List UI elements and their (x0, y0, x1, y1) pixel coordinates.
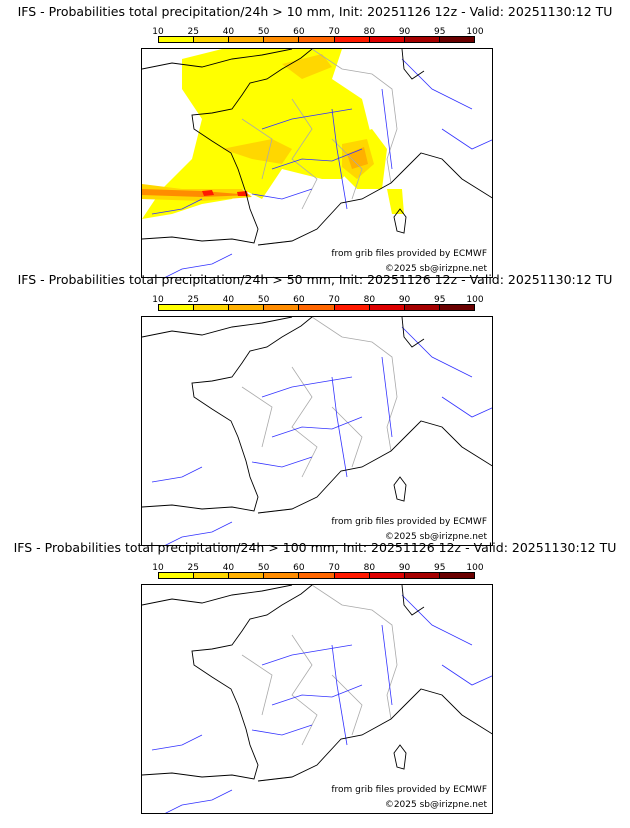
colorbar-tick-label: 40 (222, 295, 235, 305)
rivers (151, 326, 492, 545)
map-panel: IFS - Probabilities total precipitation/… (0, 0, 630, 278)
colorbar-tick-label: 70 (328, 27, 340, 37)
panel-title: IFS - Probabilities total precipitation/… (17, 272, 613, 287)
colorbar-segment (404, 37, 440, 42)
colorbar-tick-label: 10 (152, 295, 164, 305)
coastline (142, 49, 492, 246)
source-credit: from grib files provided by ECMWF (331, 249, 487, 259)
probability-map: from grib files provided by ECMWF ©2025 s… (141, 584, 493, 814)
colorbar-tick-label: 95 (434, 27, 446, 37)
precip-area (202, 190, 248, 196)
colorbar: 10 25 40 50 60 70 80 90 95 100 (152, 27, 484, 44)
colorbar-segment (194, 305, 230, 310)
colorbar-tick-label: 80 (363, 295, 376, 305)
colorbar-tick-label: 90 (398, 27, 411, 37)
precip-area (142, 189, 252, 197)
colorbar-segment (264, 305, 300, 310)
probability-map: from grib files provided by ECMWF ©2025 s… (141, 48, 493, 278)
colorbar-segment (159, 305, 195, 310)
probability-map: from grib files provided by ECMWF ©2025 s… (141, 316, 493, 546)
map-canvas (142, 585, 492, 813)
precip-area (222, 139, 292, 164)
colorbar-tick-label: 90 (398, 563, 411, 573)
colorbar-segment (159, 573, 195, 578)
colorbar-tick-label: 100 (466, 295, 484, 305)
colorbar-tick-label: 50 (257, 27, 270, 37)
colorbar-tick-label: 50 (257, 295, 270, 305)
colorbar-tick-label: 95 (434, 295, 446, 305)
copyright-credit: ©2025 sb@irizpne.net (384, 264, 487, 274)
colorbar-segment (299, 573, 335, 578)
colorbar-segment (369, 305, 405, 310)
colorbar-tick-label: 40 (222, 27, 235, 37)
precip-area (282, 54, 332, 79)
colorbar-segment (334, 37, 370, 42)
colorbar-segment (229, 37, 265, 42)
colorbar-tick-label: 50 (257, 563, 270, 573)
admin-borders (241, 585, 398, 782)
source-credit: from grib files provided by ECMWF (331, 785, 487, 795)
map-panel: IFS - Probabilities total precipitation/… (0, 536, 630, 814)
colorbar-segment (439, 305, 474, 310)
map-canvas (142, 317, 492, 545)
colorbar-segment (439, 573, 474, 578)
colorbar-segment (404, 573, 440, 578)
colorbar: 10 25 40 50 60 70 80 90 95 100 (152, 295, 484, 312)
colorbar-tick-label: 25 (187, 27, 199, 37)
colorbar-tick-label: 80 (363, 27, 376, 37)
colorbar-segment (334, 305, 370, 310)
colorbar-segment (264, 573, 300, 578)
colorbar-tick-label: 70 (328, 563, 340, 573)
colorbar-segment (194, 573, 230, 578)
colorbar-tick-label: 90 (398, 295, 411, 305)
colorbar-tick-label: 60 (293, 27, 305, 37)
map-canvas (142, 49, 492, 277)
colorbar-tick-label: 25 (187, 295, 199, 305)
colorbar: 10 25 40 50 60 70 80 90 95 100 (152, 563, 484, 580)
colorbar-segment (159, 37, 195, 42)
colorbar-segment (369, 37, 405, 42)
colorbar-tick-label: 10 (152, 563, 164, 573)
colorbar-segment (229, 573, 265, 578)
colorbar-segment (264, 37, 300, 42)
colorbar-segment (299, 37, 335, 42)
colorbar-tick-label: 100 (466, 27, 484, 37)
panel-title: IFS - Probabilities total precipitation/… (13, 540, 617, 555)
colorbar-tick-label: 100 (466, 563, 484, 573)
colorbar-tick-label: 60 (293, 295, 305, 305)
colorbar-tick-label: 10 (152, 27, 164, 37)
colorbar-segment (194, 37, 230, 42)
map-panel: IFS - Probabilities total precipitation/… (0, 268, 630, 546)
colorbar-segment (334, 573, 370, 578)
colorbar-tick-label: 25 (187, 563, 199, 573)
colorbar-segment (369, 573, 405, 578)
rivers (151, 594, 492, 813)
source-credit: from grib files provided by ECMWF (331, 517, 487, 527)
admin-borders (241, 317, 398, 514)
colorbar-tick-label: 70 (328, 295, 340, 305)
colorbar-tick-label: 40 (222, 563, 235, 573)
precip-area (387, 189, 404, 214)
colorbar-segment (299, 305, 335, 310)
colorbar-segment (404, 305, 440, 310)
panel-title: IFS - Probabilities total precipitation/… (17, 4, 613, 19)
colorbar-tick-label: 95 (434, 563, 446, 573)
colorbar-segment (229, 305, 265, 310)
copyright-credit: ©2025 sb@irizpne.net (384, 532, 487, 542)
coastline (142, 585, 492, 782)
colorbar-tick-label: 80 (363, 563, 376, 573)
rivers (151, 58, 492, 277)
coastline (142, 317, 492, 514)
colorbar-segment (439, 37, 474, 42)
colorbar-tick-label: 60 (293, 563, 305, 573)
copyright-credit: ©2025 sb@irizpne.net (384, 800, 487, 810)
